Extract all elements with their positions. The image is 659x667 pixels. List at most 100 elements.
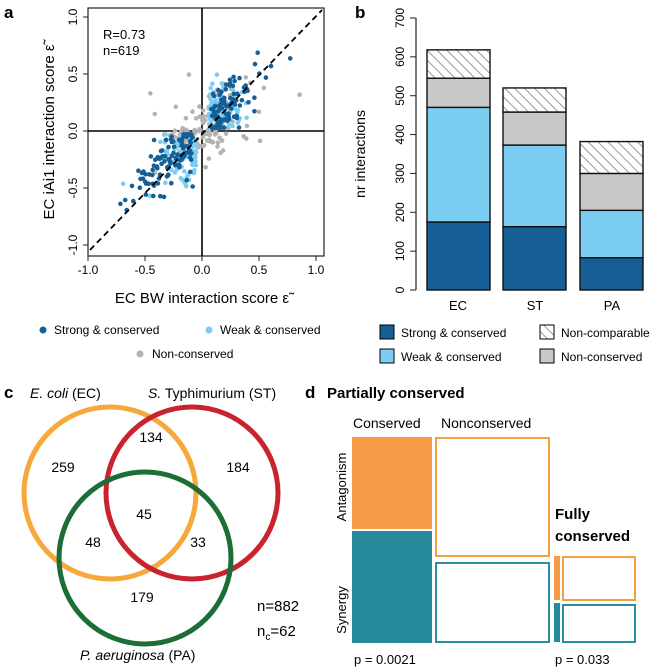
legend-label: Strong & conserved xyxy=(401,326,506,340)
scatter-point xyxy=(190,162,195,168)
bar-segment xyxy=(502,144,567,228)
mosaic-fully-cell-conserved-synergy xyxy=(554,603,560,642)
scatter-point xyxy=(237,103,243,108)
scatter-point xyxy=(200,120,206,126)
venn-circle-pa xyxy=(56,469,234,647)
bar-segment xyxy=(579,172,644,212)
scatter-point xyxy=(239,97,245,103)
scatter-point xyxy=(184,177,189,183)
scatter-point xyxy=(256,109,262,115)
legend-marker-weak xyxy=(205,326,213,334)
scatter-point xyxy=(146,181,151,186)
scatter-point xyxy=(210,139,216,145)
legend-marker-strong xyxy=(39,326,47,334)
y-tick-label: 400 xyxy=(393,124,407,144)
scatter-point xyxy=(171,144,177,150)
scatter-point xyxy=(192,168,197,173)
mosaic-column-label-conserved: Conserved xyxy=(353,415,421,431)
scatter-point xyxy=(214,72,220,77)
mosaic-row-label-synergy: Synergy xyxy=(334,586,349,634)
legend-label-nonconserved: Non-conserved xyxy=(152,347,233,361)
panel-a: a R=0.73 n=619 -1.0 -0.5 0.0 0.5 1.0 xyxy=(4,3,325,361)
panel-label-d: d xyxy=(305,383,315,402)
scatter-point xyxy=(226,122,232,127)
y-tick-label: 0.0 xyxy=(66,122,80,139)
scatter-point xyxy=(188,169,193,175)
bar-segment xyxy=(426,106,491,223)
scatter-point xyxy=(190,184,195,189)
mosaic-cell-conserved-synergy xyxy=(352,531,432,643)
panel-b: b 0 100 200 300 400 500 600 700 nr interactions… xyxy=(352,3,650,364)
bar-y-axis-ticks: 0 100 200 300 400 500 600 700 xyxy=(393,8,416,293)
venn-conserved-n: nc=62 xyxy=(257,623,296,643)
venn-count-ec-st: 134 xyxy=(139,429,163,445)
scatter-point xyxy=(237,75,242,81)
scatter-point xyxy=(179,137,185,142)
scatter-point xyxy=(231,91,237,97)
y-tick-label: 700 xyxy=(393,8,407,28)
scatter-point xyxy=(151,193,156,199)
x-tick-label: 1.0 xyxy=(308,263,325,277)
mosaic-fully-cell-nonconserved-synergy xyxy=(562,604,636,643)
legend-label: Weak & conserved xyxy=(401,350,502,364)
p-value-partial: p = 0.0021 xyxy=(354,652,416,667)
scatter-point xyxy=(219,81,225,86)
count-annotation: n=619 xyxy=(103,43,140,58)
panel-label-c: c xyxy=(4,383,13,402)
legend-swatch-strong xyxy=(379,324,395,340)
scatter-point xyxy=(226,116,232,122)
scatter-point xyxy=(200,108,206,113)
scatter-point xyxy=(151,137,157,143)
scatter-point xyxy=(215,140,221,145)
scatter-point xyxy=(213,97,218,103)
scatter-point xyxy=(212,130,218,135)
scatter-point xyxy=(227,77,233,83)
scatter-point xyxy=(209,113,215,119)
scatter-point xyxy=(225,125,231,131)
y-tick-label: 500 xyxy=(393,85,407,105)
y-tick-label: 0.5 xyxy=(66,65,80,82)
bar-y-axis-label: nr interactions xyxy=(352,110,368,198)
bar-segment xyxy=(579,209,644,259)
y-tick-label: -1.0 xyxy=(66,234,80,255)
scatter-point xyxy=(210,81,215,86)
scatter-point xyxy=(185,172,191,178)
scatter-point xyxy=(297,92,302,97)
panel-d: d Partially conserved Conserved Nonconse… xyxy=(305,383,636,667)
scatter-point xyxy=(287,56,293,61)
scatter-point xyxy=(148,91,153,96)
scatter-point xyxy=(206,156,212,161)
scatter-point xyxy=(200,143,206,149)
scatter-point xyxy=(255,50,260,55)
scatter-point xyxy=(232,78,237,84)
diagonal-reference-line xyxy=(89,9,323,251)
scatter-point xyxy=(243,75,249,80)
scatter-points xyxy=(118,50,302,213)
scatter-point xyxy=(222,116,228,122)
scatter-point xyxy=(175,152,180,157)
scatter-point xyxy=(220,148,226,153)
scatter-point xyxy=(223,82,229,87)
y-tick-label: 1.0 xyxy=(66,8,80,25)
x-tick-label: -1.0 xyxy=(78,263,99,277)
scatter-point xyxy=(208,85,213,91)
scatter-point xyxy=(163,137,169,143)
scatter-point xyxy=(193,159,198,164)
scatter-point xyxy=(225,112,230,117)
scatter-point xyxy=(201,113,206,119)
y-tick-label: 200 xyxy=(393,202,407,222)
panel-label-b: b xyxy=(355,3,365,22)
venn-count-ec-pa: 48 xyxy=(85,534,101,550)
scatter-point xyxy=(169,153,174,159)
scatter-point xyxy=(172,128,178,133)
venn-count-pa-only: 179 xyxy=(130,589,154,605)
panel-label-a: a xyxy=(4,3,14,22)
scatter-point xyxy=(155,181,161,186)
mosaic-row-label-antagonism: Antagonism xyxy=(334,453,349,522)
scatter-point xyxy=(161,132,167,137)
scatter-point xyxy=(230,123,235,129)
scatter-point xyxy=(215,122,221,127)
scatter-point xyxy=(176,162,182,168)
scatter-point xyxy=(223,102,228,108)
scatter-point xyxy=(230,83,236,89)
